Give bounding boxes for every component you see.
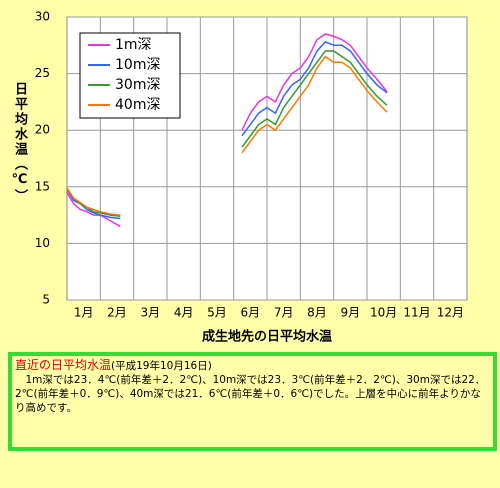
note-date: (平成19年10月16日) [111, 360, 212, 372]
x-tick-label: 12月 [437, 306, 464, 320]
y-tick-label: 15 [35, 179, 50, 193]
series-line [66, 41, 388, 220]
series-line [66, 33, 388, 228]
chart: 成生地先の日平均水温 5 10 15 20 25 30 1月 2月 3月 4月 5月 6月 7月 8月 9月… [35, 10, 468, 345]
x-tick-label: 1月 [74, 306, 94, 320]
y-tick-label: 20 [35, 123, 50, 137]
y-tick-label: 5 [42, 293, 50, 307]
x-tick-label: 2月 [107, 306, 127, 320]
x-tick-label: 5月 [207, 306, 227, 320]
y-axis-label: 日平均水温（℃） [12, 82, 27, 204]
x-tick-label: 8月 [307, 306, 327, 320]
x-tick-label: 7月 [274, 306, 294, 320]
x-tick-label: 10月 [370, 306, 397, 320]
y-tick-label: 10 [35, 236, 50, 250]
x-tick-label: 11月 [403, 306, 430, 320]
x-tick-label: 9月 [341, 306, 361, 320]
legend-label: 40m深 [115, 97, 160, 113]
x-tick-label: 4月 [174, 306, 194, 320]
y-tick-label: 25 [35, 66, 50, 80]
note-heading: 直近の日平均水温 [15, 358, 112, 372]
y-tick-label: 30 [35, 10, 50, 24]
legend-label: 10m深 [115, 57, 160, 73]
x-tick-label: 6月 [241, 306, 261, 320]
series-line [66, 55, 388, 216]
legend-label: 30m深 [115, 77, 160, 93]
legend-label: 1m深 [115, 37, 152, 53]
x-tick-label: 3月 [141, 306, 161, 320]
legend-box [79, 32, 181, 119]
note-body: 1m深では23．4℃(前年差＋2．2℃)、10m深では23．3℃(前年差＋2．2… [15, 374, 486, 414]
chart-title: 成生地先の日平均水温 [202, 329, 332, 345]
note-box: 直近の日平均水温(平成19年10月16日) 1m深では23．4℃(前年差＋2．2… [8, 352, 497, 451]
